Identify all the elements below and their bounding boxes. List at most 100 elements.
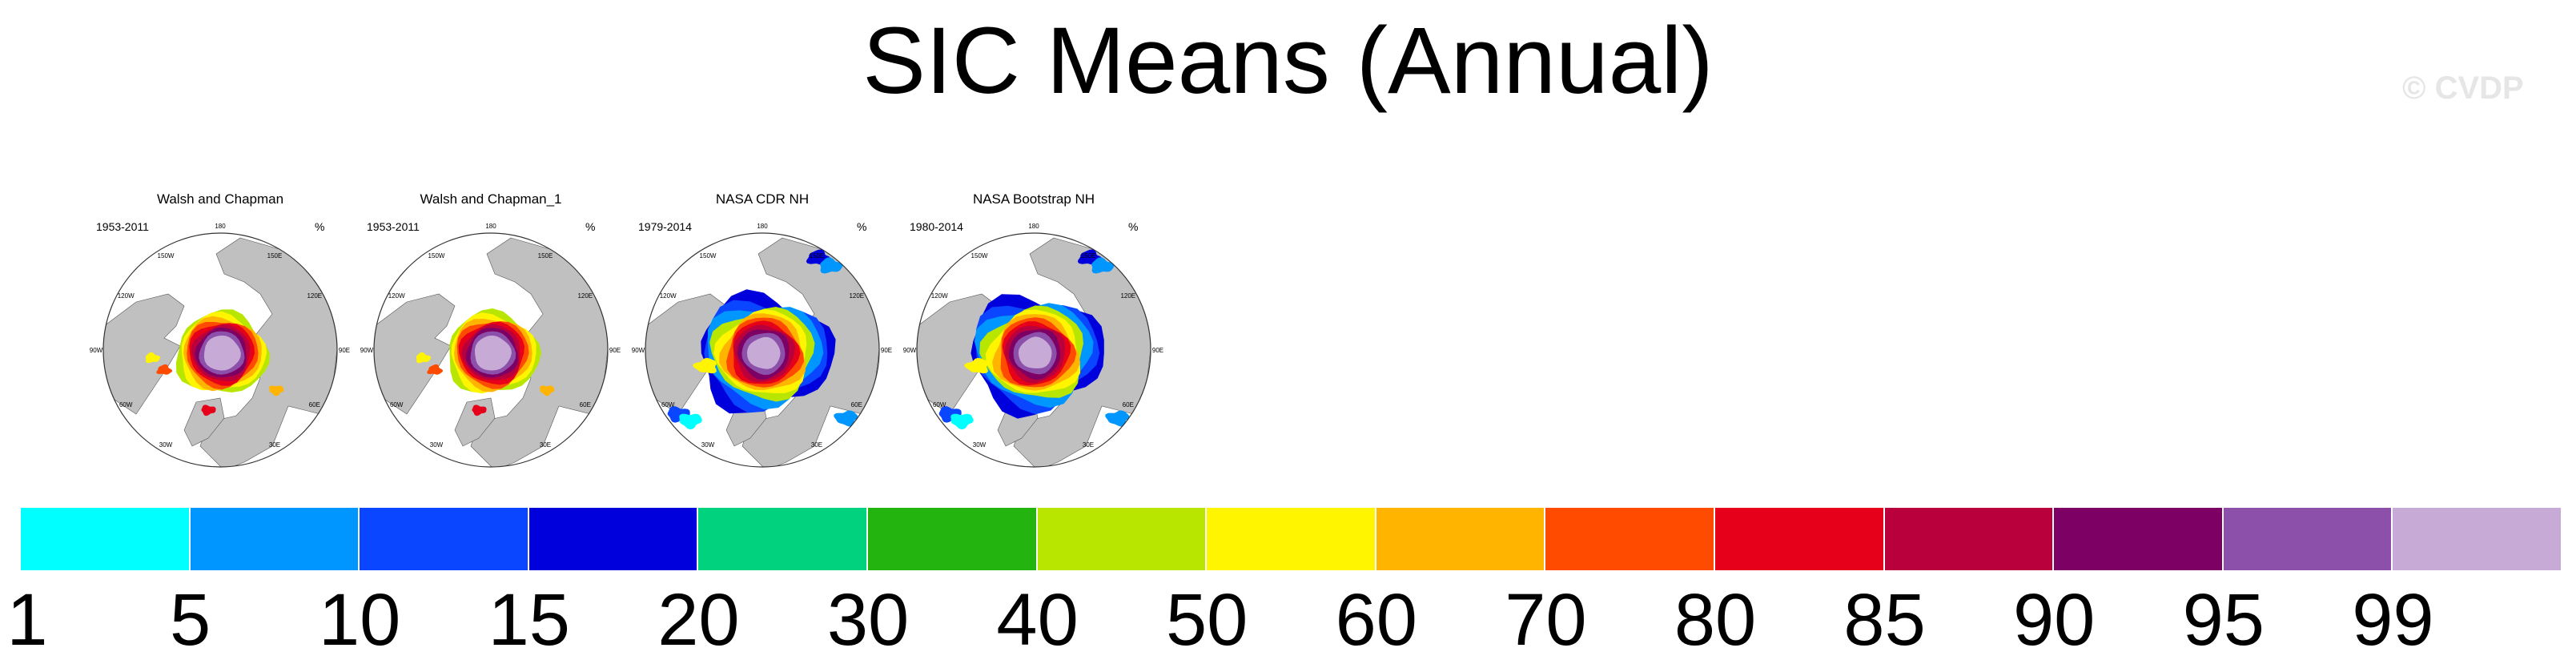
longitude-label: 30E <box>811 441 822 449</box>
map-boundary <box>645 232 880 468</box>
longitude-label: 120E <box>307 292 322 300</box>
longitude-label: 60E <box>309 401 320 408</box>
polar-map: 180150E120E90E60E30E030W60W90W120W150W <box>90 223 350 468</box>
colorbar-tick-label: 50 <box>1166 579 1248 661</box>
panel-period: 1953-2011 <box>367 220 420 233</box>
longitude-label: 60W <box>119 401 133 408</box>
longitude-label: 30W <box>973 441 987 449</box>
colorbar-box <box>698 508 868 570</box>
colorbar-tick-label: 99 <box>2352 579 2434 661</box>
colorbar-box <box>1207 508 1376 570</box>
sic-patch <box>964 357 988 374</box>
panel-units: % <box>857 220 867 233</box>
longitude-label: 60E <box>1123 401 1134 408</box>
longitude-label: 90E <box>881 347 892 354</box>
colorbar-box <box>1037 508 1208 570</box>
panel-title: NASA CDR NH <box>715 191 810 207</box>
longitude-label: 90E <box>1152 347 1163 354</box>
longitude-label: 150E <box>810 252 825 260</box>
longitude-label: 120W <box>931 292 948 300</box>
sic-patch <box>201 404 216 416</box>
sic-patch <box>1091 257 1115 274</box>
longitude-label: 90E <box>339 347 350 354</box>
sic-patch <box>950 413 974 430</box>
polar-map: 180150E120E90E60E30E030W60W90W120W150W <box>360 223 621 468</box>
sic-patch <box>472 404 487 416</box>
colorbar-box <box>360 508 529 570</box>
sic-patch <box>145 352 160 364</box>
panel-title: Walsh and Chapman <box>156 191 284 207</box>
sic-patch <box>427 364 443 375</box>
colorbar-box <box>528 508 699 570</box>
colorbar-box <box>1715 508 1885 570</box>
sic-patch <box>679 413 702 430</box>
longitude-label: 60W <box>933 401 946 408</box>
longitude-label: 120W <box>388 292 405 300</box>
panel-units: % <box>315 220 325 233</box>
longitude-label: 120W <box>118 292 135 300</box>
colorbar-tick-label: 70 <box>1505 579 1587 661</box>
colorbar-box <box>190 508 360 570</box>
panel-period: 1953-2011 <box>96 220 149 233</box>
longitude-label: 90W <box>90 347 103 354</box>
map-boundary <box>102 232 338 468</box>
longitude-label: 30E <box>269 441 280 449</box>
longitude-label: 90W <box>903 347 917 354</box>
sic-patch <box>834 410 858 427</box>
longitude-label: 150W <box>428 252 445 260</box>
longitude-label: 150E <box>538 252 553 260</box>
colorbar-box <box>868 508 1038 570</box>
panel-period: 1979-2014 <box>638 220 692 233</box>
map-panel: Walsh and Chapman_1 1953-2011% 180 150E 120E… <box>359 188 623 469</box>
longitude-label: 90E <box>609 347 621 354</box>
longitude-label: 150W <box>700 252 717 260</box>
longitude-label: 180 <box>1028 223 1039 230</box>
cvdp-watermark: © CVDP <box>2402 70 2524 106</box>
panel-title: NASA Bootstrap NH <box>972 191 1095 207</box>
colorbar-tick-label: 85 <box>1843 579 1926 661</box>
map-panel: NASA CDR NH 1979-2014% 180 150E 120E 90E 60E 30… <box>630 188 894 469</box>
sic-patch <box>693 357 717 374</box>
sic-patch <box>540 385 555 396</box>
longitude-label: 30W <box>701 441 715 449</box>
colorbar-box <box>2223 508 2393 570</box>
longitude-label: 150W <box>158 252 175 260</box>
sic-contour <box>1018 336 1052 368</box>
sic-contour <box>475 335 512 371</box>
longitude-label: 150E <box>1081 252 1096 260</box>
longitude-label: 30W <box>159 441 173 449</box>
longitude-label: 180 <box>757 223 768 230</box>
longitude-label: 120E <box>577 292 593 300</box>
longitude-label: 120E <box>849 292 864 300</box>
longitude-label: 60W <box>661 401 675 408</box>
colorbar-tick-label: 20 <box>657 579 740 661</box>
sic-contour <box>203 335 241 371</box>
colorbar-tick-label: 15 <box>488 579 570 661</box>
sic-patch <box>156 364 172 375</box>
longitude-label: 30E <box>1083 441 1094 449</box>
colorbar-box <box>2054 508 2224 570</box>
longitude-label: 150W <box>971 252 988 260</box>
map-panel: Walsh and Chapman 1953-2011% 180 150E 120E 90… <box>88 188 352 469</box>
panel-units: % <box>585 220 596 233</box>
colorbar-tick-label: 95 <box>2182 579 2265 661</box>
colorbar-tick-label: 40 <box>996 579 1079 661</box>
sic-patch <box>820 257 843 274</box>
colorbar-tick-label: 90 <box>2013 579 2096 661</box>
colorbar-box <box>1545 508 1715 570</box>
colorbar-tick-label: 80 <box>1674 579 1757 661</box>
colorbar-box <box>21 508 191 570</box>
longitude-label: 60E <box>851 401 862 408</box>
map-boundary <box>373 232 609 468</box>
sic-patch <box>1105 410 1130 427</box>
longitude-label: 30W <box>430 441 444 449</box>
figure-title: SIC Means (Annual) <box>862 8 1714 114</box>
longitude-label: 90W <box>632 347 645 354</box>
polar-map: 180150E120E90E60E30E030W60W90W120W150W <box>632 223 892 468</box>
longitude-label: 120E <box>1120 292 1135 300</box>
longitude-label: 120W <box>660 292 677 300</box>
panel-period: 1980-2014 <box>910 220 963 233</box>
colorbar-tick-label: 1 <box>6 579 48 661</box>
sic-patch <box>416 352 431 364</box>
